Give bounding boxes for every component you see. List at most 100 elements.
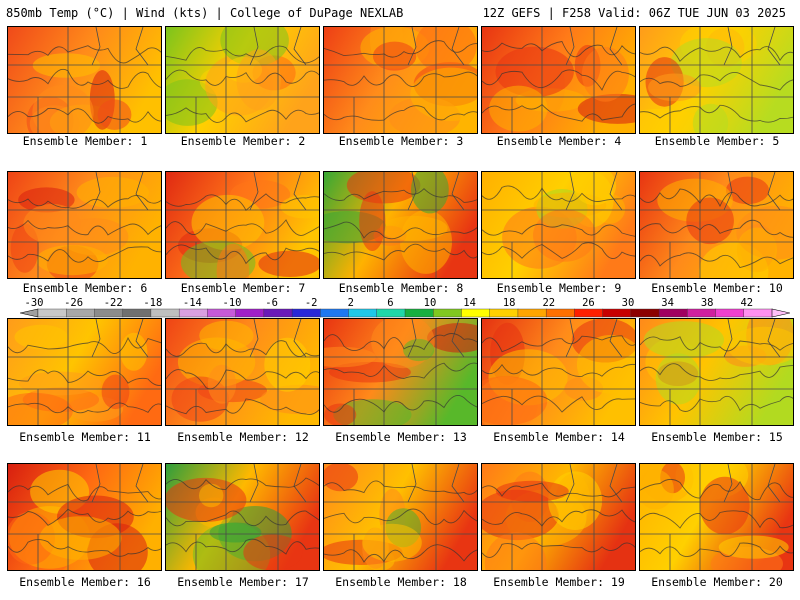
contour-line [324,362,477,379]
temperature-field [482,464,635,570]
contour-line [166,477,319,490]
colorbar-segment [687,308,717,318]
temperature-blob [260,384,319,415]
contour-line [166,244,319,265]
ensemble-map-panel [7,318,162,426]
contour-line [482,335,635,353]
temperature-blob [8,392,73,425]
state-boundary [249,464,259,503]
temperature-blob [577,93,635,124]
state-boundary [609,172,623,211]
temperature-field [640,27,793,133]
temperature-blob [427,323,477,353]
contour-line [324,188,477,203]
colorbar-segment [545,308,575,318]
state-boundary [767,27,781,66]
contour-line [482,395,635,413]
ensemble-map-panel [639,318,794,426]
colorbar-tick-label: 10 [423,297,437,309]
state-boundary [407,464,417,503]
temperature-blob [576,335,635,394]
colorbar-tick-label: -2 [304,297,318,309]
ensemble-member-label: Ensemble Member: 4 [496,134,622,148]
temperature-blob [411,172,449,214]
temperature-blob [372,41,417,71]
temperature-field [324,27,477,133]
temperature-blob [573,172,617,206]
ensemble-member-label: Ensemble Member: 10 [651,281,783,295]
state-boundary [565,27,575,66]
state-boundary [249,319,259,358]
ensemble-map-panel [323,171,478,279]
temperature-blob [14,324,68,350]
state-boundary [293,27,307,66]
colorbar-segment [715,308,745,318]
contour-line [8,369,161,386]
contour-line [166,45,319,64]
colorbar-segment [235,308,265,318]
contour-line [482,41,635,58]
ensemble-map-panel [323,26,478,134]
contour-line [324,480,477,495]
temperature-colorbar [20,308,790,318]
temperature-blob [120,332,148,371]
temperature-blob [32,53,101,78]
contour-line [166,510,319,527]
state-boundary [135,172,149,211]
contour-line [640,219,793,238]
ensemble-member-label: Ensemble Member: 18 [335,575,467,589]
temperature-blob [101,374,130,410]
colorbar-left-arrow [20,308,39,318]
temperature-field [8,319,161,425]
colorbar-segment [376,308,406,318]
contour-line [324,71,477,87]
ensemble-map-panel [323,318,478,426]
temperature-blob [727,326,793,366]
contour-line [640,188,793,208]
colorbar-segment [37,308,67,318]
temperature-blob [495,46,574,97]
state-boundary [565,319,575,358]
temperature-field [166,319,319,425]
state-boundary [609,464,623,503]
ensemble-member-label: Ensemble Member: 14 [493,430,625,444]
state-boundary [135,464,149,503]
ensemble-member-label: Ensemble Member: 15 [651,430,783,444]
colorbar-segment [404,308,434,318]
temperature-blob [692,103,729,133]
colorbar-right-arrow [771,308,790,318]
contour-line [324,243,477,261]
ensemble-map-panel [7,26,162,134]
state-boundary [767,172,781,211]
contour-line [166,340,319,357]
model-valid-time: 12Z GEFS | F258 Valid: 06Z TUE JUN 03 20… [482,6,786,20]
state-boundary [293,172,307,211]
contour-line [324,40,477,58]
temperature-blob [410,67,477,121]
temperature-blob [725,176,770,205]
temperature-blob [207,364,237,404]
colorbar-tick-label: 38 [700,297,714,309]
temperature-field [8,172,161,278]
ensemble-map-panel [165,26,320,134]
state-boundary [451,464,465,503]
colorbar-segment [489,308,519,318]
temperature-blob [403,338,435,362]
temperature-field [640,464,793,570]
contour-line [8,336,161,354]
ensemble-member-label: Ensemble Member: 12 [177,430,309,444]
temperature-blob [76,176,149,208]
contour-line [166,538,319,555]
state-boundary [407,319,417,358]
colorbar-segment [461,308,491,318]
state-boundary [407,172,417,211]
temperature-blob [264,337,311,392]
contour-line [8,402,161,414]
temperature-blob [581,46,629,102]
colorbar-tick-label: 22 [542,297,556,309]
colorbar-tick-label: -6 [265,297,278,309]
state-boundary [723,172,733,211]
state-boundary [91,27,101,66]
colorbar-segment [602,308,632,318]
ensemble-map-panel [323,463,478,571]
